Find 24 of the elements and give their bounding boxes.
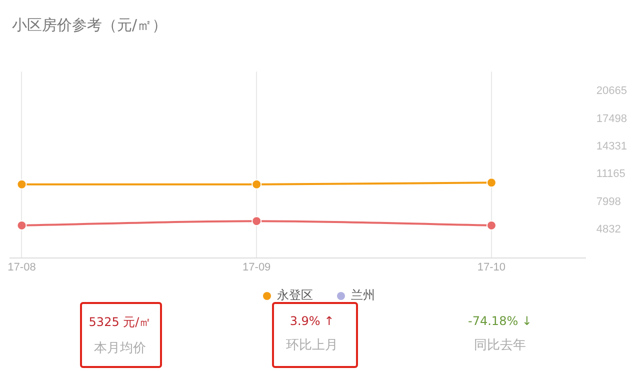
point bbox=[252, 216, 262, 226]
legend-label: 永登区 bbox=[277, 287, 313, 304]
text: 环比上月 bbox=[285, 337, 339, 354]
point bbox=[16, 220, 27, 230]
point bbox=[252, 179, 262, 190]
text: -74.18% ↓ bbox=[467, 314, 533, 328]
point bbox=[16, 179, 27, 190]
text: 同比去年 bbox=[473, 337, 527, 354]
y-tick-label: 11165 bbox=[596, 168, 626, 180]
legend-label: 兰州 bbox=[351, 287, 375, 304]
text: 本月均价 bbox=[93, 340, 147, 357]
y-tick-label: 17498 bbox=[596, 112, 628, 125]
text: 5325 元/㎡ bbox=[88, 314, 152, 331]
text: 3.9% ↑ bbox=[288, 314, 336, 328]
y-tick-label: 7998 bbox=[596, 196, 621, 208]
y-tick-label: 4832 bbox=[596, 224, 621, 236]
x-tick-label: 17-08 bbox=[8, 261, 36, 274]
point bbox=[486, 220, 496, 230]
chart-title: 小区房价参考（元/㎡） bbox=[12, 16, 168, 35]
y-tick-label: 14331 bbox=[596, 140, 628, 153]
y-tick-label: 20665 bbox=[596, 85, 628, 98]
x-tick-label: 17-09 bbox=[242, 261, 271, 274]
point bbox=[486, 178, 496, 188]
x-tick-label: 17-10 bbox=[477, 261, 506, 274]
